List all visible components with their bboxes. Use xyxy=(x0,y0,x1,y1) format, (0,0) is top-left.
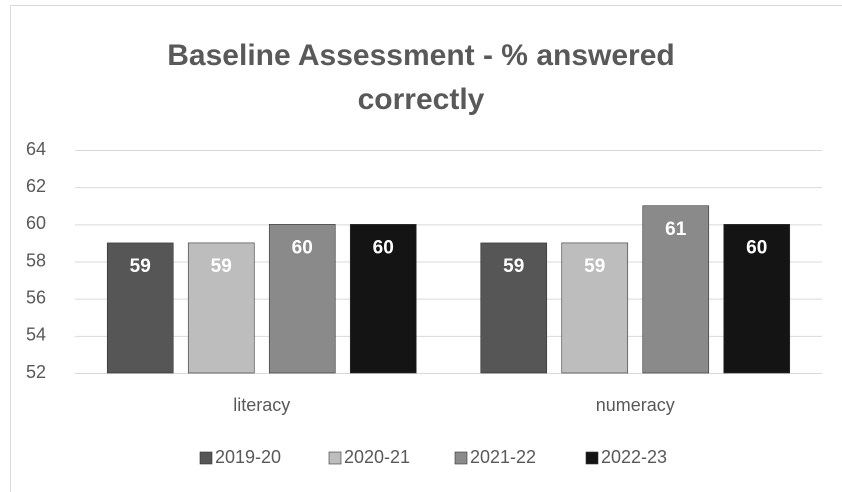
x-tick-label: numeracy xyxy=(596,395,675,415)
legend-label: 2019-20 xyxy=(215,447,281,467)
chart-title: Baseline Assessment - % answered correct… xyxy=(167,39,675,116)
legend-swatch xyxy=(454,451,468,465)
data-label: 59 xyxy=(584,256,605,277)
legend-swatch xyxy=(328,451,342,465)
bar xyxy=(642,205,710,374)
bar xyxy=(480,242,548,374)
legend-swatch xyxy=(585,451,599,465)
legend-label: 2022-23 xyxy=(601,447,667,467)
bar xyxy=(106,242,174,374)
bar xyxy=(187,242,255,374)
data-label: 61 xyxy=(665,219,687,240)
data-label: 60 xyxy=(373,237,394,258)
y-tick-label: 54 xyxy=(26,325,46,345)
data-label: 59 xyxy=(130,256,151,277)
data-label: 59 xyxy=(503,256,524,277)
data-label: 60 xyxy=(746,237,767,258)
y-tick-label: 56 xyxy=(26,287,46,307)
bar xyxy=(561,242,629,374)
y-tick-label: 52 xyxy=(26,362,46,382)
y-tick-label: 58 xyxy=(26,250,46,270)
x-tick-label: literacy xyxy=(233,395,290,415)
y-tick-label: 64 xyxy=(26,139,46,159)
chart-border xyxy=(10,5,842,492)
bar xyxy=(268,224,336,374)
legend-label: 2020-21 xyxy=(344,447,410,467)
y-tick-label: 60 xyxy=(26,213,46,233)
y-tick-label: 62 xyxy=(26,176,46,196)
data-label: 60 xyxy=(292,237,313,258)
legend-label: 2021-22 xyxy=(470,447,536,467)
bar xyxy=(723,224,791,374)
legend-swatch xyxy=(199,451,213,465)
data-label: 59 xyxy=(211,256,232,277)
bar xyxy=(349,224,417,374)
